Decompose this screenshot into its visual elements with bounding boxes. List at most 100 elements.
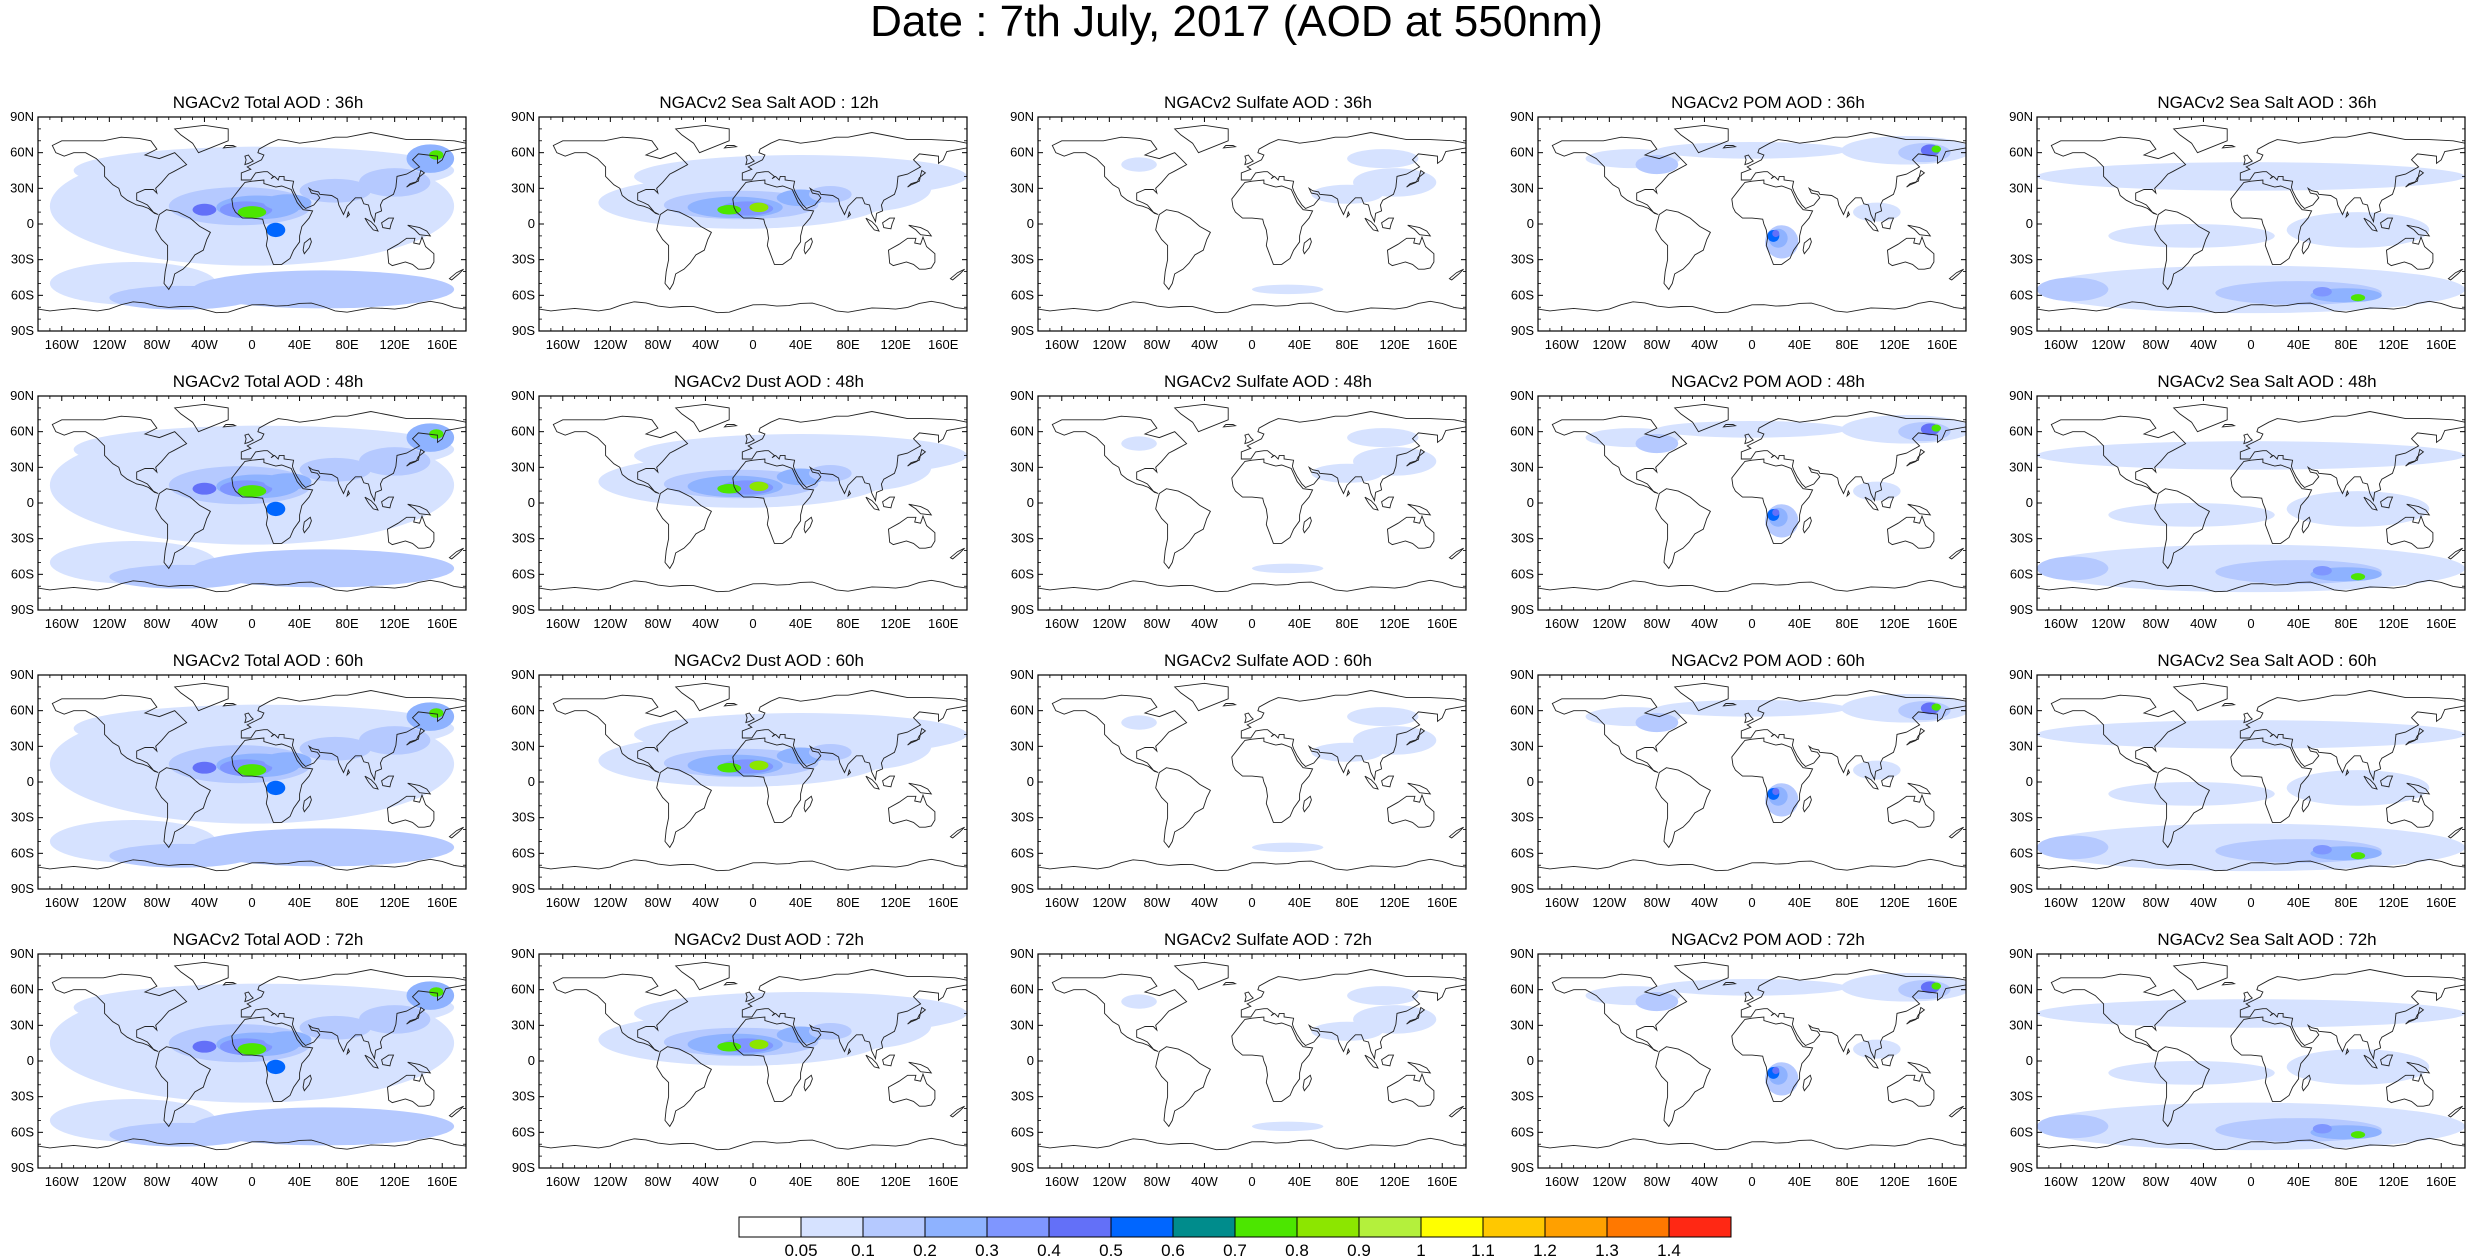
lon-tick-label: 160E	[1427, 616, 1458, 631]
lat-tick-label: 30N	[1510, 459, 1534, 474]
coastline	[222, 703, 237, 707]
aod-region	[1635, 713, 1679, 733]
lon-tick-label: 80E	[336, 616, 359, 631]
aod-field	[539, 954, 967, 1168]
aod-colorbar: 0.05 0.1 0.2 0.3 0.4 0.5 0.6 0.7 0.8 0.9 1 1.1 1.2 1.…	[738, 1216, 1732, 1260]
coastline	[1673, 682, 1729, 712]
coastlines	[38, 682, 466, 872]
aod-region	[1656, 699, 1848, 717]
coastline	[1406, 169, 1426, 188]
lon-tick-label: 40E	[288, 616, 311, 631]
aod-region	[1853, 202, 1901, 222]
aod-region	[1252, 284, 1324, 295]
coastline	[2406, 503, 2431, 516]
coastline	[908, 224, 933, 237]
coastline	[732, 179, 815, 265]
coastline	[2386, 1072, 2434, 1107]
coastline	[2345, 210, 2350, 219]
coastline	[2239, 132, 2465, 224]
antarctic-coastline	[1038, 1137, 1466, 1151]
coastline	[2301, 237, 2311, 255]
map-axes: 90N 60N 30N 0 30S 60S 90S 160W 120W 80W 40W 0 40E 80E…	[1010, 388, 1466, 631]
coastline	[1722, 703, 1737, 707]
lon-tick-label: 80W	[645, 616, 672, 631]
coastline	[2243, 154, 2253, 166]
map-svg: 90N 60N 30N 0 30S 60S 90S 160W 120W 80W 40W 0 40E 80E…	[1510, 946, 1967, 1189]
coastline	[2447, 1105, 2463, 1118]
coastline	[1302, 516, 1312, 534]
lat-tick-label: 30S	[1511, 810, 1534, 825]
lat-tick-label: 30N	[1010, 180, 1034, 195]
colorbar-label: 0.8	[1285, 1241, 1309, 1260]
coastline	[173, 403, 229, 433]
lat-tick-label: 60S	[1511, 845, 1534, 860]
lat-tick-label: 90N	[1010, 667, 1034, 682]
aod-region	[854, 162, 938, 191]
aod-region	[299, 1015, 371, 1040]
coastline	[1346, 210, 1351, 219]
coastline	[302, 1074, 312, 1092]
aod-region	[749, 1039, 769, 1050]
coastline	[1051, 973, 1188, 1052]
lon-tick-label: 160W	[1045, 616, 1080, 631]
map-background	[1038, 675, 1466, 889]
coastline	[51, 136, 188, 215]
coastline	[2405, 727, 2425, 746]
lat-tick-label: 30S	[1511, 252, 1534, 267]
lat-tick-label: 60N	[2009, 424, 2033, 439]
lon-tick-label: 80E	[2335, 1174, 2358, 1189]
coastline	[1364, 496, 1379, 511]
coastlines	[38, 961, 466, 1151]
lat-tick-label: 90N	[2009, 109, 2033, 124]
lat-tick-label: 90S	[2010, 881, 2033, 896]
coastline	[1448, 547, 1464, 560]
coastline	[1731, 179, 1814, 265]
coastline	[240, 132, 466, 224]
coastlines	[1538, 403, 1966, 593]
lat-tick-label: 30N	[1510, 180, 1534, 195]
lon-tick-label: 80E	[837, 895, 860, 910]
coastline	[1846, 1047, 1851, 1056]
coastline	[882, 217, 896, 230]
coastline	[803, 795, 813, 813]
lon-tick-label: 120W	[1092, 337, 1127, 352]
coastline	[882, 775, 896, 788]
lon-tick-label: 160W	[1545, 1174, 1580, 1189]
coastline	[2221, 145, 2236, 149]
aod-region	[2108, 1061, 2275, 1085]
lat-tick-label: 30S	[11, 252, 34, 267]
lat-tick-label: 60S	[512, 845, 535, 860]
coastline	[2221, 982, 2236, 986]
coastline	[1722, 145, 1737, 149]
aod-region	[192, 1040, 217, 1053]
coastlines	[1038, 403, 1466, 593]
map-axes: 90N 60N 30N 0 30S 60S 90S 160W 120W 80W 40W 0 40E 80E…	[10, 946, 466, 1189]
coastline	[406, 448, 426, 467]
lat-tick-label: 30N	[511, 1017, 535, 1032]
lon-tick-label: 80E	[1336, 616, 1359, 631]
lon-tick-label: 0	[749, 337, 756, 352]
coastline	[1881, 1054, 1895, 1067]
aod-region	[237, 764, 267, 777]
coastline	[741, 969, 967, 1061]
lon-tick-label: 40E	[1788, 616, 1811, 631]
coastline	[1381, 1054, 1395, 1067]
lat-tick-label: 30N	[10, 459, 34, 474]
map-axes: 90N 60N 30N 0 30S 60S 90S 160W 120W 80W 40W 0 40E 80E…	[1010, 109, 1466, 352]
coastline	[2380, 1054, 2394, 1067]
coastline	[387, 1072, 435, 1107]
map-panel: NGACv2 Sulfate AOD : 48h 90N 60N 30N 0 30S 60S…	[1010, 372, 1498, 642]
lat-tick-label: 90S	[2010, 323, 2033, 338]
lat-tick-label: 30S	[512, 531, 535, 546]
lon-tick-label: 80W	[645, 1174, 672, 1189]
lat-tick-label: 60N	[1010, 703, 1034, 718]
coastline	[302, 516, 312, 534]
coastline	[1887, 235, 1935, 270]
lon-tick-label: 160W	[1545, 337, 1580, 352]
lat-tick-label: 60S	[512, 1124, 535, 1139]
aod-region	[2037, 999, 2465, 1028]
map-axes: 90N 60N 30N 0 30S 60S 90S 160W 120W 80W 40W 0 40E 80E…	[1510, 388, 1966, 631]
lon-tick-label: 40E	[1788, 1174, 1811, 1189]
lat-tick-label: 60S	[1011, 845, 1034, 860]
aod-region	[749, 202, 769, 213]
